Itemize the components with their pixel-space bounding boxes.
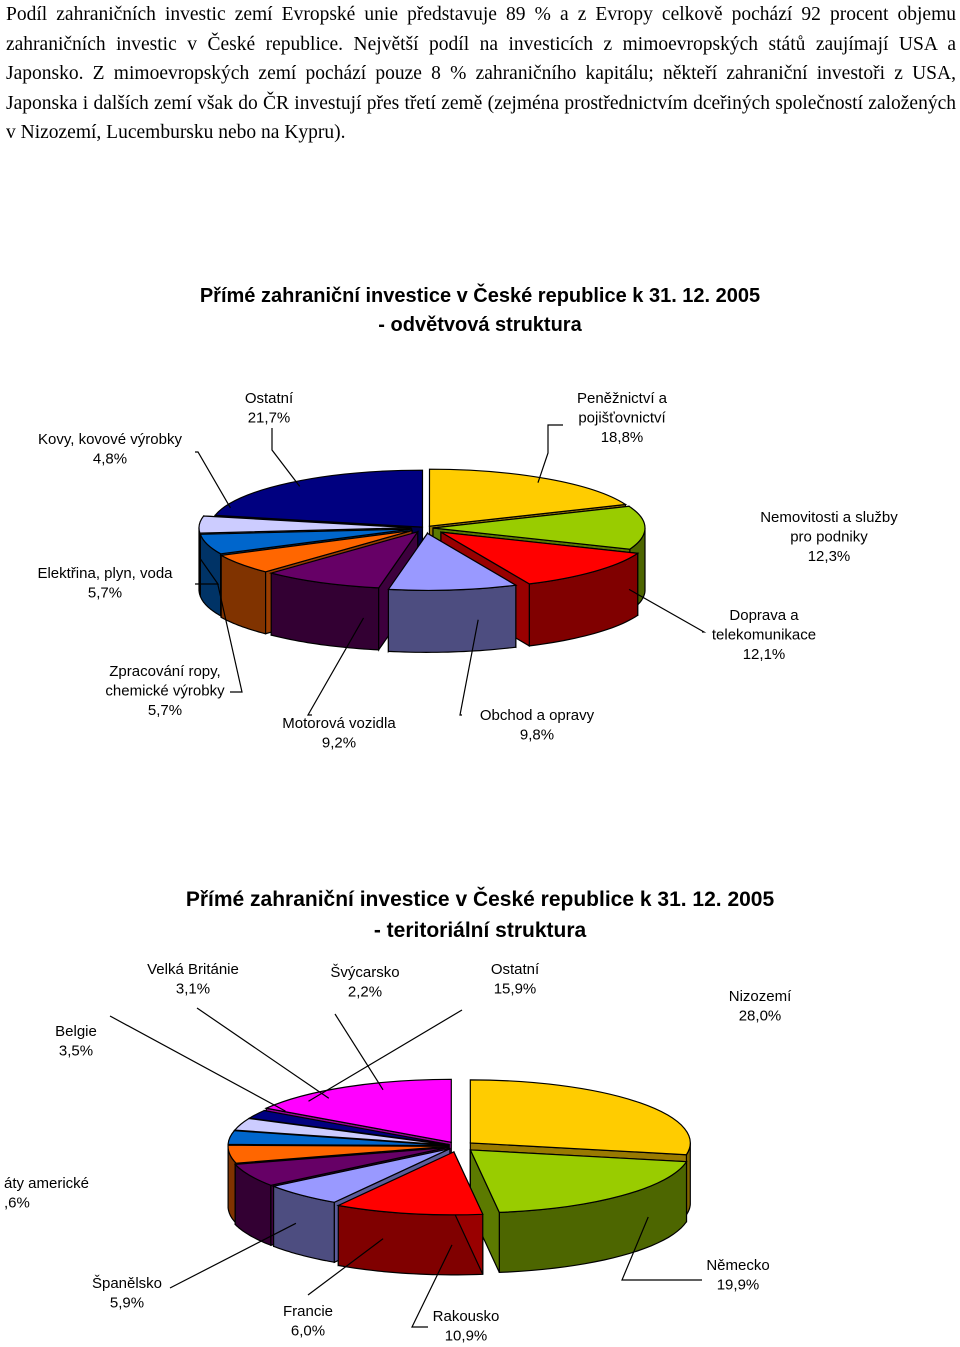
sector-label-peneznictvi-a-pojistovnictvi: Peněžnictví a pojišťovnictví 18,8% (577, 390, 668, 446)
territory-slice-spanelsko (233, 1146, 448, 1186)
sector-leader-kovy-kovove-vyrobky (195, 451, 231, 509)
territory-label-velka-britanie: Velká Británie 3,1% (147, 961, 239, 998)
sector-leader-peneznictvi-a-pojistovnictvi (537, 424, 563, 483)
territory-leader-svycarsko (334, 1013, 384, 1091)
sector-leader-ostatni (271, 428, 301, 487)
sector-label-elektrina-plyn-voda: Elektřina, plyn, voda 5,7% (37, 565, 173, 602)
territory-leader-francie (307, 1238, 384, 1296)
sector-leader-doprava-a-telekomunikace (628, 588, 707, 633)
sector-leader-motorova-vozidla (306, 617, 365, 716)
sector-obchod-a-opravy-side (387, 584, 517, 654)
sector-slice-peneznictvi-a-pojistovnictvi (428, 468, 628, 527)
sector-chart-title-line2: - odvětvová struktura (378, 314, 582, 336)
territory-chart-title-line1: Přímé zahraniční investice v České repub… (185, 888, 775, 911)
sector-label-zpracovani-ropy-chemicke-vyrobky: Zpracování ropy, chemické výrobky 5,7% (105, 663, 225, 719)
territory-chart-title-line2: - teritoriální struktura (373, 919, 587, 942)
sector-label-motorova-vozidla: Motorová vozidla 9,2% (282, 715, 396, 752)
territory-leader-spanelsko (169, 1222, 297, 1289)
territory-label-svycarsko: Švýcarsko 2,2% (330, 964, 399, 1001)
sector-slice-nemovitosti-a-sluzby-pro-podniky (432, 505, 646, 550)
sector-slice-ostatni (213, 469, 424, 528)
sector-slice-zpracovani-ropy-chemicke-vyrobky (219, 529, 413, 573)
territory-slice-nizozemi (469, 1079, 691, 1156)
sector-chart-title: Přímé zahraniční investice v České repub… (0, 282, 960, 340)
territory-slice-ostatni (264, 1078, 452, 1144)
intro-paragraph: Podíl zahraničních investic zemí Evropsk… (6, 4, 956, 143)
territory-leader-nemecko (621, 1216, 702, 1281)
sector-label-doprava-a-telekomunikace: Doprava a telekomunikace 12,1% (712, 607, 816, 663)
territory-label-spojene-staty-americke: áty americké ,6% (4, 1175, 89, 1212)
territory-slice-svycarsko (247, 1109, 450, 1146)
sector-leader-zpracovani-ropy-chemicke-vyrobky (217, 584, 243, 693)
territory-leader-velka-britanie (196, 1007, 330, 1099)
territory-pie-chart: Nizozemí 28,0% Německo 19,9% Rakousko 10,9% Fr… (4, 961, 792, 1345)
territory-leader-belgie (109, 1015, 286, 1112)
territory-label-francie: Francie 6,0% (283, 1303, 333, 1340)
territory-label-belgie: Belgie 3,5% (55, 1023, 97, 1060)
territory-leader-ostatni (308, 1009, 463, 1102)
sector-slice-doprava-a-telekomunikace (440, 531, 640, 585)
sector-label-nemovitosti-a-sluzby-pro-podniky: Nemovitosti a služby pro podniky 12,3% (760, 509, 898, 565)
sector-leader-elektrina-plyn-voda (195, 557, 220, 585)
sector-label-kovy-kovove-vyrobky: Kovy, kovové výrobky 4,8% (38, 431, 182, 468)
sector-slice-kovy-kovove-vyrobky (198, 515, 412, 534)
sector-chart-title-line1: Přímé zahraniční investice v České repub… (199, 285, 761, 307)
territory-slice-spojene-staty-americke (227, 1144, 449, 1164)
territory-slice-francie (271, 1148, 451, 1203)
territory-chart-title: Přímé zahraniční investice v České repub… (0, 884, 960, 946)
territory-slice-rakousko (336, 1151, 484, 1216)
sector-slice-obchod-a-opravy (387, 532, 518, 591)
sector-label-ostatni: Ostatní 21,7% (245, 390, 294, 427)
sector-pie-chart: Peněžnictví a pojišťovnictví 18,8% Nemovito… (37, 390, 898, 752)
territory-slice-nemecko (469, 1149, 688, 1214)
sector-leader-obchod-a-opravy (459, 619, 479, 716)
territory-label-rakousko: Rakousko 10,9% (433, 1308, 500, 1345)
territory-label-nemecko: Německo 19,9% (706, 1257, 769, 1294)
sector-slice-motorova-vozidla (268, 530, 420, 589)
sector-slice-elektrina-plyn-voda (199, 528, 412, 555)
territory-label-nizozemi: Nizozemí 28,0% (729, 988, 792, 1025)
territory-leader-rakousko (411, 1244, 453, 1328)
territory-label-ostatni: Ostatní 15,9% (491, 961, 540, 998)
territory-slice-belgie (227, 1130, 449, 1147)
territory-label-spanelsko: Španělsko 5,9% (92, 1275, 162, 1312)
sector-label-obchod-a-opravy: Obchod a opravy 9,8% (480, 707, 595, 744)
